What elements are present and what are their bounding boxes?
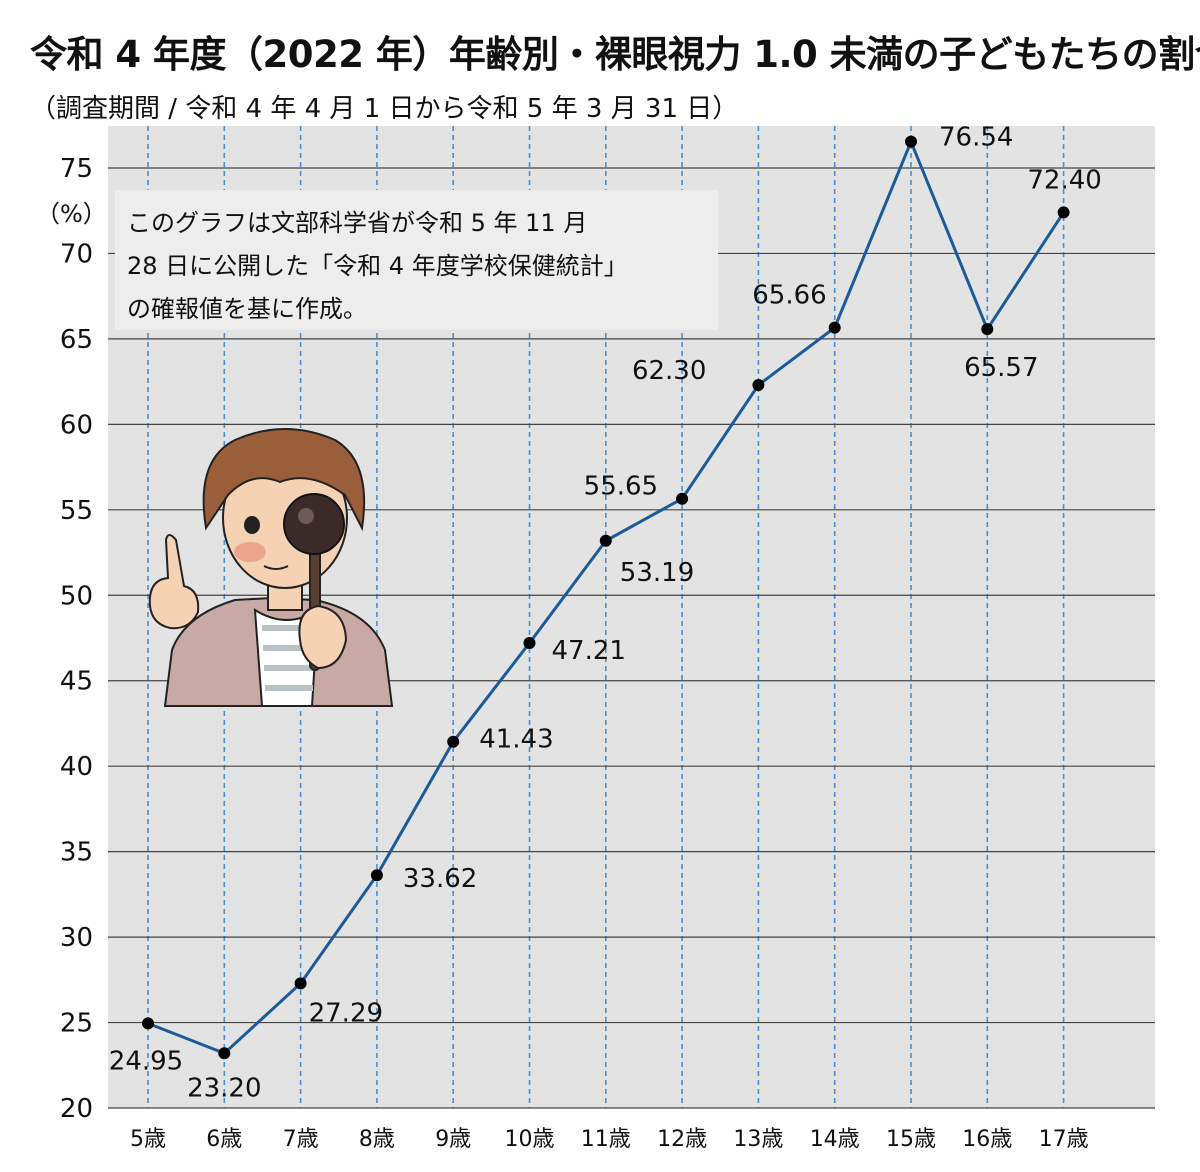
x-tick-label: 8歳 bbox=[359, 1127, 395, 1152]
y-tick-label: 40 bbox=[60, 752, 93, 782]
data-point bbox=[370, 869, 383, 882]
data-label: 65.57 bbox=[964, 353, 1038, 383]
data-point bbox=[981, 323, 994, 336]
x-tick-label: 12歳 bbox=[657, 1127, 707, 1152]
y-tick-label: 55 bbox=[60, 496, 93, 526]
data-point bbox=[142, 1017, 154, 1030]
x-tick-label: 16歳 bbox=[962, 1127, 1012, 1152]
x-tick-label: 14歳 bbox=[810, 1127, 860, 1152]
source-note: このグラフは文部科学省が令和 5 年 11 月 28 日に公開した「令和 4 年… bbox=[115, 190, 718, 330]
data-label: 27.29 bbox=[309, 998, 383, 1028]
y-tick-label: 35 bbox=[60, 838, 93, 868]
data-label: 62.30 bbox=[632, 356, 706, 386]
data-label: 47.21 bbox=[552, 636, 626, 666]
child-with-eye-occluder-illustration bbox=[148, 428, 394, 707]
data-point bbox=[599, 534, 612, 547]
data-point bbox=[828, 321, 841, 334]
data-point bbox=[676, 492, 689, 505]
y-tick-label: 50 bbox=[60, 581, 93, 611]
x-tick-label: 10歳 bbox=[505, 1127, 555, 1152]
x-tick-label: 15歳 bbox=[886, 1127, 936, 1152]
x-tick-label: 9歳 bbox=[435, 1127, 471, 1152]
data-label: 72.40 bbox=[1027, 165, 1101, 195]
x-tick-label: 5歳 bbox=[130, 1127, 166, 1152]
data-label: 23.20 bbox=[187, 1073, 261, 1103]
y-tick-label: 45 bbox=[60, 667, 93, 697]
chart-subtitle: （調査期間 / 令和 4 年 4 月 1 日から令和 5 年 3 月 31 日） bbox=[30, 94, 739, 124]
x-axis-ticks: 5歳 6歳 7歳 8歳 9歳 10歳 11歳 12歳 13歳 14歳 15歳 16歳 17歳 bbox=[130, 1127, 1089, 1152]
y-tick-label: 70 bbox=[60, 239, 93, 269]
data-label: 55.65 bbox=[584, 472, 658, 502]
x-tick-label: 6歳 bbox=[206, 1127, 242, 1152]
source-note-line: 28 日に公開した「令和 4 年度学校保健統計」 bbox=[127, 252, 628, 280]
data-label: 53.19 bbox=[620, 558, 694, 588]
chart-title: 令和 4 年度（2022 年）年齢別・裸眼視力 1.0 未満の子どもたちの割合 bbox=[30, 33, 1200, 76]
y-tick-label: 65 bbox=[60, 325, 93, 355]
y-tick-label: 75 bbox=[60, 154, 93, 184]
data-label: 33.62 bbox=[403, 864, 477, 894]
data-label: 41.43 bbox=[479, 725, 553, 755]
x-tick-label: 11歳 bbox=[581, 1127, 631, 1152]
y-axis-ticks: 20 25 30 35 40 45 50 55 60 65 70 75 bbox=[60, 154, 93, 1124]
source-note-line: このグラフは文部科学省が令和 5 年 11 月 bbox=[127, 209, 588, 237]
x-tick-label: 13歳 bbox=[733, 1127, 783, 1152]
y-tick-label: 25 bbox=[60, 1009, 93, 1039]
data-point bbox=[294, 977, 307, 990]
data-point bbox=[752, 379, 765, 392]
y-tick-label: 20 bbox=[60, 1094, 93, 1124]
data-label: 65.66 bbox=[752, 281, 826, 311]
data-point bbox=[1057, 206, 1070, 219]
data-label: 76.54 bbox=[939, 123, 1013, 153]
data-point bbox=[447, 735, 460, 748]
source-note-line: の確報値を基に作成。 bbox=[127, 295, 367, 323]
y-axis-unit-label: （%） bbox=[36, 200, 107, 228]
y-tick-label: 60 bbox=[60, 410, 93, 440]
x-tick-label: 17歳 bbox=[1039, 1127, 1089, 1152]
y-tick-label: 30 bbox=[60, 923, 93, 953]
data-point bbox=[218, 1047, 231, 1060]
data-point bbox=[905, 135, 917, 148]
data-label: 24.95 bbox=[109, 1046, 183, 1076]
x-tick-label: 7歳 bbox=[283, 1127, 319, 1152]
data-point bbox=[523, 636, 536, 649]
data-points bbox=[142, 135, 1070, 1060]
